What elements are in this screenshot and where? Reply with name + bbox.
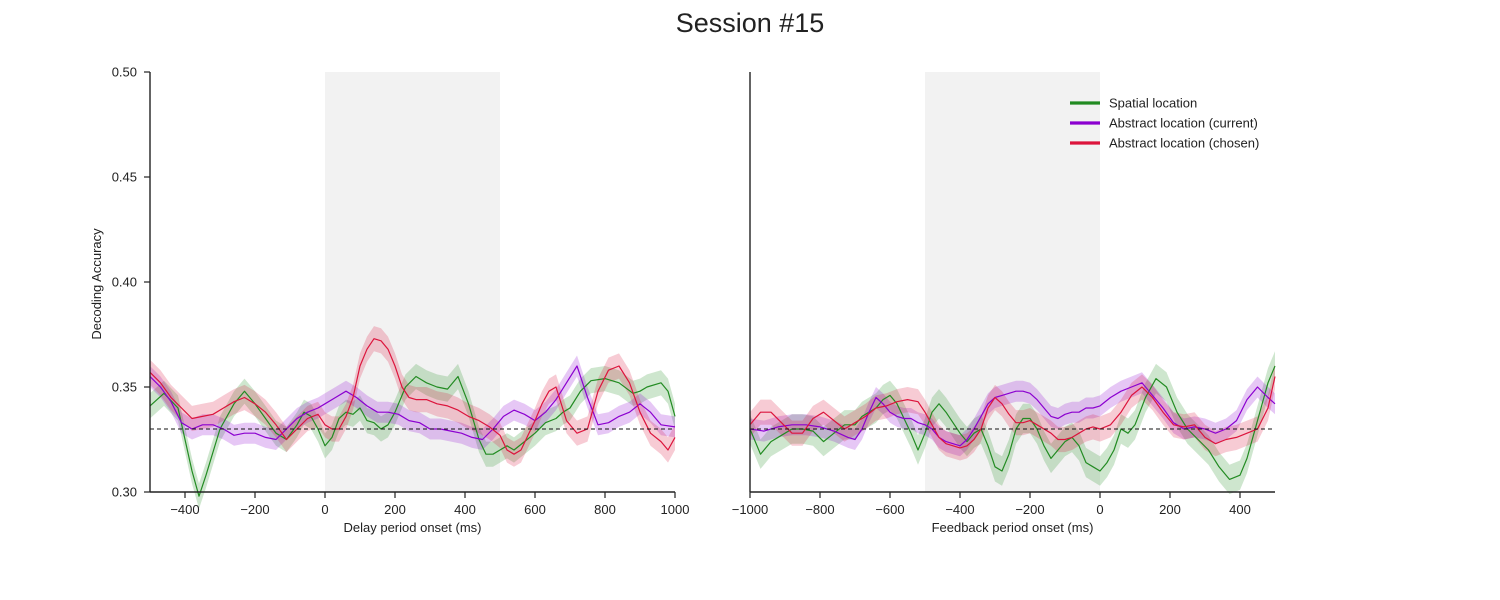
x-tick-label: −400 (945, 502, 974, 517)
series-line-0 (749, 365, 1276, 480)
x-tick-label: −1000 (732, 502, 769, 517)
delay-period-shading (325, 72, 500, 492)
x-axis-ticks: −1000 −800 −600 −400 −200 0 200 400 (732, 492, 1251, 517)
x-tick-label: −600 (875, 502, 904, 517)
x-tick-label: 0 (321, 502, 328, 517)
series-line-0 (149, 375, 676, 497)
y-axis-label: Decoding Accuracy (89, 228, 104, 340)
series-lines (149, 338, 676, 497)
x-axis-ticks: −400 −200 0 200 400 600 800 1000 (170, 492, 689, 517)
x-tick-label: 200 (1159, 502, 1181, 517)
series-line-1 (749, 382, 1276, 447)
y-tick-label: 0.50 (112, 65, 137, 80)
legend-label-spatial: Spatial location (1109, 96, 1197, 111)
x-tick-label: 400 (1229, 502, 1251, 517)
series-line-2 (149, 338, 676, 455)
y-tick-label: 0.35 (112, 380, 137, 395)
legend-label-abstract-current: Abstract location (current) (1109, 116, 1258, 131)
y-axis-ticks: 0.30 0.35 0.40 0.45 0.50 (112, 65, 150, 500)
legend-label-abstract-chosen: Abstract location (chosen) (1109, 136, 1259, 151)
x-tick-label: −800 (805, 502, 834, 517)
legend: Spatial location Abstract location (curr… (1070, 96, 1259, 151)
x-tick-label: 600 (524, 502, 546, 517)
y-tick-label: 0.40 (112, 275, 137, 290)
confidence-band-0 (750, 351, 1275, 495)
left-subplot: −400 −200 0 200 400 600 800 1000 0.300.350.400.… (89, 65, 689, 536)
x-tick-label: −200 (240, 502, 269, 517)
y-tick-label: 0.45 (112, 170, 137, 185)
series-line-2 (749, 376, 1276, 449)
x-axis-label: Delay period onset (ms) (344, 520, 482, 535)
x-tick-label: 400 (454, 502, 476, 517)
x-tick-label: 0 (1096, 502, 1103, 517)
right-subplot: −1000 −800 −600 −400 −200 0 200 400 Feedback pe… (732, 72, 1276, 535)
y-tick-label: 0.30 (112, 485, 137, 500)
figure-title: Session #15 (676, 8, 825, 38)
confidence-band-1 (150, 355, 675, 450)
confidence-band-0 (150, 363, 675, 509)
series-line-1 (149, 365, 676, 441)
x-axis-label: Feedback period onset (ms) (932, 520, 1094, 535)
x-tick-label: −200 (1015, 502, 1044, 517)
x-tick-label: −400 (170, 502, 199, 517)
x-tick-label: 1000 (661, 502, 690, 517)
confidence-band-1 (750, 372, 1275, 457)
x-tick-label: 800 (594, 502, 616, 517)
series-lines (749, 365, 1276, 480)
x-tick-label: 200 (384, 502, 406, 517)
